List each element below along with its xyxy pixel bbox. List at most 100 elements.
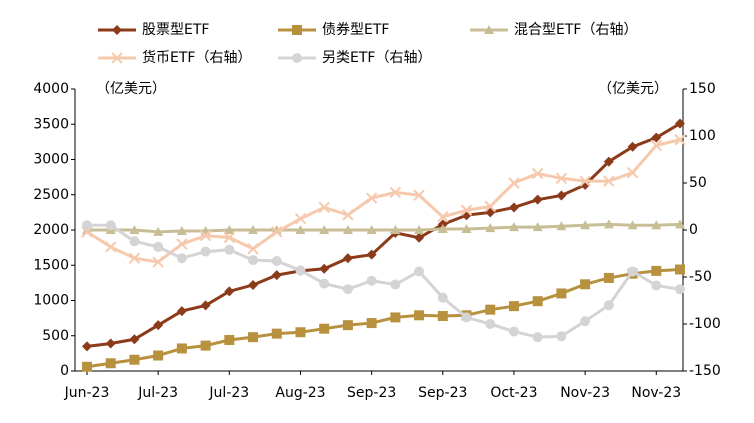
y-tick-label: 1500 [33, 257, 69, 273]
data-point [556, 190, 567, 201]
data-point [176, 253, 187, 264]
data-point [675, 284, 685, 295]
data-point [414, 232, 425, 243]
data-point [319, 323, 330, 334]
data-point [319, 278, 330, 289]
x-tick-label: Nov-23 [560, 385, 610, 401]
data-point [129, 236, 140, 247]
legend-marker [484, 25, 494, 34]
data-point [651, 220, 662, 230]
data-point [390, 312, 401, 323]
x-tick-label: Sep-23 [418, 385, 467, 401]
x-tick-label: Jul-23 [137, 385, 178, 401]
data-point [437, 211, 449, 223]
data-point [485, 304, 496, 315]
legend-marker [112, 25, 122, 35]
legend-label: 债券型ETF [322, 22, 389, 38]
y2-tick-label: 150 [689, 81, 716, 97]
data-point [531, 167, 544, 180]
x-tick-label: Sep-23 [347, 385, 396, 401]
data-point [342, 253, 353, 264]
data-point [389, 186, 402, 199]
data-point [651, 132, 662, 143]
data-point [271, 328, 282, 339]
data-point [390, 279, 401, 290]
data-point [556, 221, 567, 231]
x-tick-label: Jun-23 [64, 385, 110, 401]
y-tick-label: 3500 [33, 116, 69, 132]
data-point [105, 220, 116, 231]
data-point [128, 252, 141, 264]
data-point [248, 255, 259, 266]
data-point [437, 292, 448, 303]
data-point [437, 224, 448, 234]
data-point [414, 266, 425, 277]
y2-tick-label: -50 [689, 269, 712, 285]
data-point [580, 316, 591, 327]
y-tick-label: 1000 [33, 293, 69, 309]
data-point [651, 280, 662, 291]
data-point [366, 318, 377, 329]
data-point [318, 201, 330, 214]
y2-tick-label: -150 [689, 363, 721, 379]
data-point [153, 241, 164, 252]
data-point [460, 204, 473, 216]
x-tick-label: Aug-23 [275, 385, 325, 401]
data-point [485, 319, 496, 329]
data-point [247, 243, 259, 255]
data-point [414, 225, 425, 234]
data-point [319, 263, 330, 274]
data-point [626, 166, 639, 179]
data-point [271, 256, 282, 267]
y-tick-label: 4000 [33, 81, 69, 97]
data-point [271, 270, 282, 281]
y2-axis-label: （亿美元） [598, 81, 668, 97]
data-point [555, 172, 568, 185]
data-point [105, 358, 116, 369]
data-point [200, 246, 211, 257]
data-point [603, 175, 615, 187]
data-point [532, 332, 543, 343]
data-point [413, 189, 425, 201]
data-point [200, 300, 211, 311]
data-point [82, 220, 92, 231]
data-point [342, 284, 353, 295]
y-tick-label: 0 [60, 363, 69, 379]
data-point [675, 264, 685, 275]
data-point [176, 238, 188, 250]
y2-tick-label: 50 [689, 175, 707, 191]
legend-label: 混合型ETF（右轴） [514, 22, 637, 38]
legend-label: 货币ETF（右轴） [142, 49, 251, 66]
legend-label: 另类ETF（右轴） [322, 50, 431, 66]
data-point [556, 331, 567, 342]
x-tick-label: Oct-23 [490, 385, 537, 401]
data-point [627, 220, 638, 230]
data-point [603, 156, 614, 167]
data-point [532, 194, 543, 205]
y2-tick-label: 100 [689, 128, 716, 144]
data-point [366, 249, 377, 260]
data-point [627, 266, 638, 277]
data-point [295, 225, 306, 234]
data-point [342, 209, 354, 221]
data-point [390, 225, 401, 234]
data-point [603, 300, 614, 311]
y-axis-label: （亿美元） [96, 81, 166, 97]
data-point [675, 219, 685, 229]
data-point [129, 354, 140, 365]
data-point [556, 288, 567, 299]
data-point [603, 219, 614, 229]
data-point [129, 334, 140, 345]
data-point [105, 241, 117, 253]
data-point [674, 134, 686, 146]
series-line [87, 222, 681, 234]
x-tick-label: Nov-23 [631, 385, 681, 401]
data-point [176, 343, 187, 354]
data-point [176, 225, 187, 235]
data-point [248, 332, 259, 343]
data-point [342, 320, 353, 331]
data-point [176, 306, 187, 317]
data-point [484, 200, 496, 213]
data-point [224, 334, 235, 345]
data-point [532, 222, 543, 232]
